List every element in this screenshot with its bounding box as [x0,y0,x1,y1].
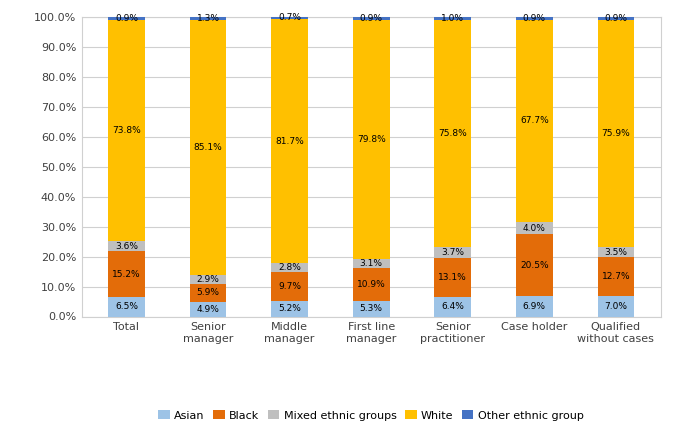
Text: 75.9%: 75.9% [601,129,631,138]
Text: 6.4%: 6.4% [441,303,464,311]
Text: 0.9%: 0.9% [605,14,627,23]
Bar [189,21,226,276]
Bar [189,302,226,316]
Text: 3.1%: 3.1% [360,259,383,268]
Bar [434,247,471,258]
Text: 20.5%: 20.5% [520,261,549,270]
Text: 5.3%: 5.3% [360,304,383,313]
Text: 7.0%: 7.0% [605,301,627,311]
Bar [189,284,226,302]
Text: 13.1%: 13.1% [439,273,467,282]
Text: 85.1%: 85.1% [193,143,223,152]
Bar [597,257,634,295]
Text: 12.7%: 12.7% [601,272,630,281]
Text: 15.2%: 15.2% [112,270,141,279]
Bar [516,296,553,316]
Bar [516,234,553,296]
Text: 0.7%: 0.7% [278,13,301,22]
Text: 2.9%: 2.9% [197,275,219,284]
Bar [597,247,634,257]
Text: 10.9%: 10.9% [357,280,385,289]
Text: 0.9%: 0.9% [115,14,138,23]
Text: 4.9%: 4.9% [197,305,219,314]
Text: 5.9%: 5.9% [197,289,219,298]
Text: 81.7%: 81.7% [275,137,304,146]
Bar [353,259,390,268]
Bar [271,272,308,301]
Bar [516,17,553,19]
Text: 2.8%: 2.8% [278,263,301,272]
Text: 0.9%: 0.9% [360,14,383,23]
Bar [353,300,390,316]
Bar [189,16,226,21]
Bar [516,222,553,234]
Bar [108,17,145,19]
Bar [434,298,471,316]
Text: 3.5%: 3.5% [605,248,627,257]
Text: 79.8%: 79.8% [357,135,385,143]
Text: 3.7%: 3.7% [441,248,464,257]
Text: 73.8%: 73.8% [112,126,141,135]
Text: 1.0%: 1.0% [441,14,464,23]
Bar [271,263,308,272]
Bar [353,17,390,19]
Bar [189,276,226,284]
Bar [108,19,145,241]
Text: 75.8%: 75.8% [439,129,467,138]
Bar [597,17,634,19]
Bar [108,241,145,252]
Text: 1.3%: 1.3% [197,14,219,23]
Bar [434,17,471,20]
Bar [271,19,308,263]
Text: 6.9%: 6.9% [523,302,545,311]
Bar [353,268,390,300]
Bar [434,258,471,298]
Text: 5.2%: 5.2% [278,304,301,313]
Bar [516,19,553,222]
Bar [597,295,634,316]
Text: 0.9%: 0.9% [523,14,545,23]
Text: 9.7%: 9.7% [278,282,301,291]
Bar [271,301,308,316]
Bar [108,297,145,316]
Text: 4.0%: 4.0% [523,224,545,233]
Bar [108,252,145,297]
Legend: Asian, Black, Mixed ethnic groups, White, Other ethnic group: Asian, Black, Mixed ethnic groups, White… [154,406,588,422]
Bar [434,20,471,247]
Text: 6.5%: 6.5% [115,302,138,311]
Bar [271,16,308,19]
Bar [597,19,634,247]
Text: 67.7%: 67.7% [520,116,549,125]
Bar [353,19,390,259]
Text: 3.6%: 3.6% [115,241,138,251]
